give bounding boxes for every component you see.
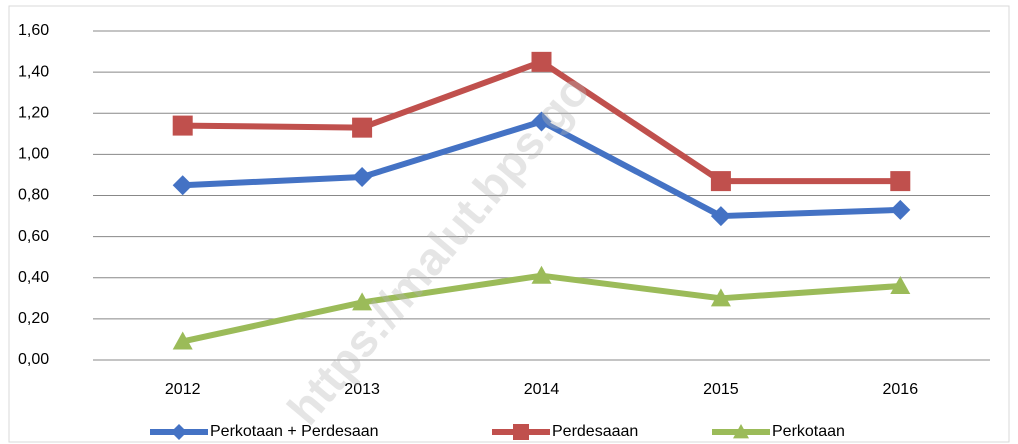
legend-item: Perkotaan + Perdesaan xyxy=(150,423,379,440)
y-tick-label: 1,60 xyxy=(18,22,49,39)
marker xyxy=(352,166,373,187)
marker xyxy=(531,111,552,132)
y-tick-label: 0,40 xyxy=(18,269,49,286)
legend-item: Perdesaaan xyxy=(492,423,638,440)
y-tick-label: 1,20 xyxy=(18,104,49,121)
marker xyxy=(890,199,911,220)
marker xyxy=(531,265,552,284)
legend-label: Perkotaan + Perdesaan xyxy=(210,423,379,440)
y-tick-label: 0,20 xyxy=(18,310,49,327)
legend-label: Perdesaaan xyxy=(552,423,638,440)
chart-border xyxy=(8,5,1010,443)
marker xyxy=(513,424,529,440)
marker xyxy=(710,288,731,307)
marker xyxy=(352,292,373,311)
marker xyxy=(171,424,187,440)
x-tick-label: 2012 xyxy=(165,381,201,398)
y-tick-label: 1,00 xyxy=(18,146,49,163)
legend-item: Perkotaan xyxy=(712,423,845,440)
marker xyxy=(710,206,731,227)
marker xyxy=(531,51,552,72)
marker xyxy=(890,171,911,192)
legend-label: Perkotaan xyxy=(772,423,845,440)
marker xyxy=(172,331,193,350)
y-tick-label: 1,40 xyxy=(18,63,49,80)
x-tick-label: 2013 xyxy=(344,381,380,398)
marker xyxy=(172,175,193,196)
marker xyxy=(890,275,911,294)
marker xyxy=(352,117,373,138)
y-tick-label: 0,80 xyxy=(18,187,49,204)
marker xyxy=(710,171,731,192)
marker xyxy=(172,115,193,136)
y-tick-label: 0,60 xyxy=(18,228,49,245)
y-tick-label: 0,00 xyxy=(18,351,49,368)
series-line xyxy=(182,272,901,345)
x-tick-label: 2015 xyxy=(703,381,739,398)
x-tick-label: 2014 xyxy=(524,381,560,398)
watermark: https://malut.bps.go xyxy=(277,64,599,434)
x-tick-label: 2016 xyxy=(883,381,919,398)
marker xyxy=(733,424,749,439)
